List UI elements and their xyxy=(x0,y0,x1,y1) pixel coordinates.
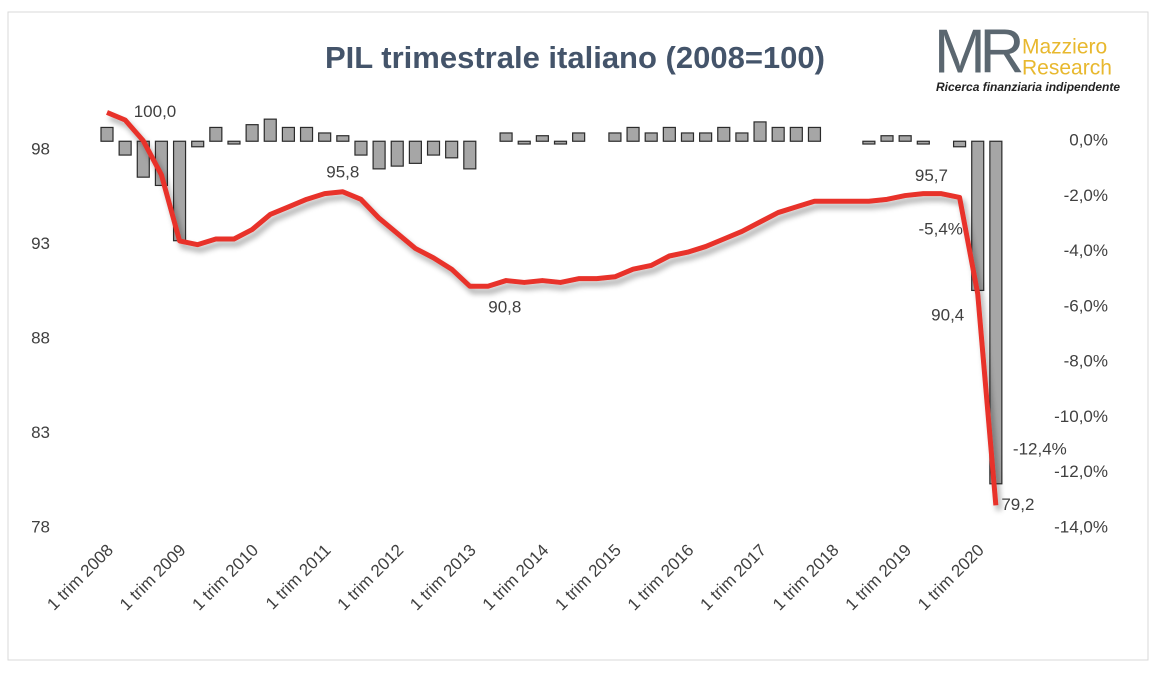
bar xyxy=(227,140,241,145)
data-label: -12,4% xyxy=(1013,439,1067,458)
frame xyxy=(7,11,1149,661)
y-tick-label: 93 xyxy=(31,234,50,253)
data-label: 79,2 xyxy=(1001,495,1034,514)
bar xyxy=(553,140,568,145)
bar xyxy=(572,132,586,142)
bar xyxy=(535,135,549,142)
bar xyxy=(771,126,785,142)
data-label: 90,8 xyxy=(488,298,521,317)
bar xyxy=(245,124,259,142)
bar xyxy=(463,140,477,170)
bar xyxy=(807,126,822,142)
y2-tick-label: -12,0% xyxy=(1054,462,1108,481)
y2-tick-label: -6,0% xyxy=(1064,296,1108,315)
y2-tick-label: 0,0% xyxy=(1069,131,1108,150)
logo: MR Mazziero Research Ricerca finanziaria… xyxy=(934,17,1120,94)
bar xyxy=(100,126,114,142)
y-tick-label: 88 xyxy=(31,329,50,348)
bar xyxy=(263,118,277,142)
bar xyxy=(372,140,386,170)
bar xyxy=(680,132,695,142)
y2-tick-label: -4,0% xyxy=(1064,241,1108,260)
bar xyxy=(699,132,713,142)
bar xyxy=(662,126,676,142)
bar xyxy=(299,126,314,142)
y2-tick-label: -14,0% xyxy=(1054,517,1108,536)
bar xyxy=(952,140,967,148)
data-label: -5,4% xyxy=(919,219,963,238)
bar xyxy=(626,126,640,142)
data-label: 95,8 xyxy=(326,162,359,181)
data-label: 90,4 xyxy=(931,305,964,324)
logo-mark: MR xyxy=(934,17,1022,86)
data-label: 100,0 xyxy=(134,102,177,121)
bar xyxy=(789,126,803,142)
bar xyxy=(499,132,513,142)
logo-name: Mazziero xyxy=(1022,36,1107,59)
y-tick-label: 98 xyxy=(31,140,50,159)
bar xyxy=(318,132,332,142)
bar xyxy=(281,126,295,142)
bar xyxy=(445,140,459,159)
bar xyxy=(735,132,749,142)
bar xyxy=(717,126,731,142)
bar xyxy=(191,140,205,148)
bar xyxy=(426,140,441,156)
bar xyxy=(390,140,404,167)
bar xyxy=(916,140,930,145)
bar xyxy=(753,121,767,142)
bar xyxy=(336,135,350,142)
y2-tick-label: -8,0% xyxy=(1064,352,1108,371)
y-tick-label: 83 xyxy=(31,423,50,442)
chart-title: PIL trimestrale italiano (2008=100) xyxy=(325,40,825,75)
bar xyxy=(354,140,368,156)
bar xyxy=(118,140,132,156)
bar xyxy=(517,140,531,145)
line xyxy=(106,110,999,506)
bar xyxy=(209,126,223,142)
y2-tick-label: -10,0% xyxy=(1054,407,1108,426)
data-label: 95,7 xyxy=(915,166,948,185)
bar xyxy=(608,132,622,142)
y-tick-label: 78 xyxy=(31,517,50,536)
logo-name: Research xyxy=(1022,57,1112,80)
bar xyxy=(408,140,422,164)
bar xyxy=(880,135,894,142)
bar xyxy=(898,135,912,142)
bar xyxy=(644,132,658,142)
bar xyxy=(862,140,876,145)
y2-tick-label: -2,0% xyxy=(1064,186,1108,205)
logo-tagline: Ricerca finanziaria indipendente xyxy=(936,80,1120,94)
